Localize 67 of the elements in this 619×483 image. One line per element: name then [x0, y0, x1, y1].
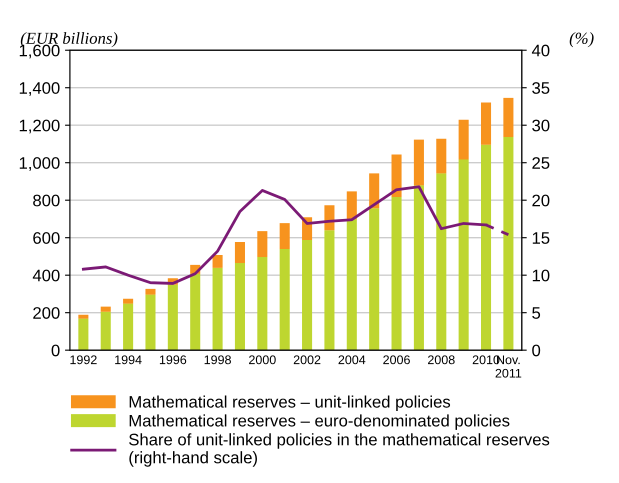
bar [212, 254, 223, 268]
bar [392, 154, 402, 198]
bar [212, 268, 223, 350]
bar [234, 263, 245, 350]
y-tick-label: 0 [52, 344, 60, 356]
y2-tick-label: 40 [532, 44, 550, 56]
bar [436, 138, 446, 174]
legend-label: Mathematical reserves – unit-linked policies [130, 395, 450, 412]
bar [414, 140, 424, 186]
x-tick-label: 2002 [294, 355, 320, 364]
bar [100, 306, 111, 312]
y-tick-label: 400 [32, 270, 60, 282]
bar [480, 144, 492, 350]
y-tick-label: 1,600 [20, 44, 60, 58]
x-tick-label: 2008 [428, 355, 455, 364]
bar [123, 304, 134, 350]
bar [234, 242, 245, 264]
y2-tick-label: 20 [532, 194, 550, 206]
bar [100, 312, 111, 350]
bar [324, 230, 334, 350]
bar [78, 318, 88, 350]
x-tick-label: 2000 [249, 355, 276, 364]
bar [503, 98, 514, 138]
y2-axis-title: (%) [570, 32, 594, 48]
y2-tick-label: 30 [532, 120, 550, 132]
bar [302, 240, 312, 350]
y-tick-label: 600 [33, 232, 60, 244]
bar [480, 102, 492, 145]
y2-tick-label: 10 [532, 270, 550, 282]
y-tick-label: 800 [33, 194, 60, 206]
y-tick-label: 1,000 [20, 157, 60, 171]
bar [414, 185, 424, 350]
bar [369, 173, 380, 208]
y-tick-label: 200 [33, 307, 60, 319]
y2-tick-label: 15 [532, 232, 550, 244]
x-tick-label: 1996 [160, 355, 186, 364]
x-tick-label: 2006 [383, 355, 410, 364]
y2-tick-label: 35 [532, 82, 550, 94]
bar [436, 173, 446, 350]
y2-tick-label: 0 [532, 344, 540, 356]
legend-label: Share of unit-linked policies in the mathematical reserves (right-hand scale) [129, 433, 550, 467]
y2-tick-label: 25 [532, 157, 550, 169]
bar [392, 197, 402, 350]
bar [458, 120, 469, 160]
bar [257, 257, 268, 350]
legend-label: Mathematical reserves – euro-denominated policies [130, 414, 510, 430]
bar [145, 288, 156, 295]
bar [503, 137, 514, 350]
y-tick-label: 1,200 [20, 120, 60, 134]
bar [168, 284, 178, 350]
bar [190, 274, 200, 350]
bar [145, 294, 156, 350]
x-tick-label: 1994 [115, 355, 142, 364]
y2-tick-label: 5 [532, 307, 540, 319]
x-tick-label: 2004 [338, 355, 366, 364]
bar [280, 223, 290, 249]
bar [346, 191, 357, 220]
bar [123, 298, 134, 304]
x-tick-label: 1992 [70, 355, 97, 364]
bar [346, 219, 357, 350]
bar [458, 160, 469, 350]
bar [369, 208, 380, 350]
y-tick-label: 1,400 [20, 82, 60, 96]
bar [78, 314, 88, 319]
bar [257, 231, 268, 258]
x-tick-label: 1998 [204, 355, 231, 364]
bar [280, 248, 290, 350]
